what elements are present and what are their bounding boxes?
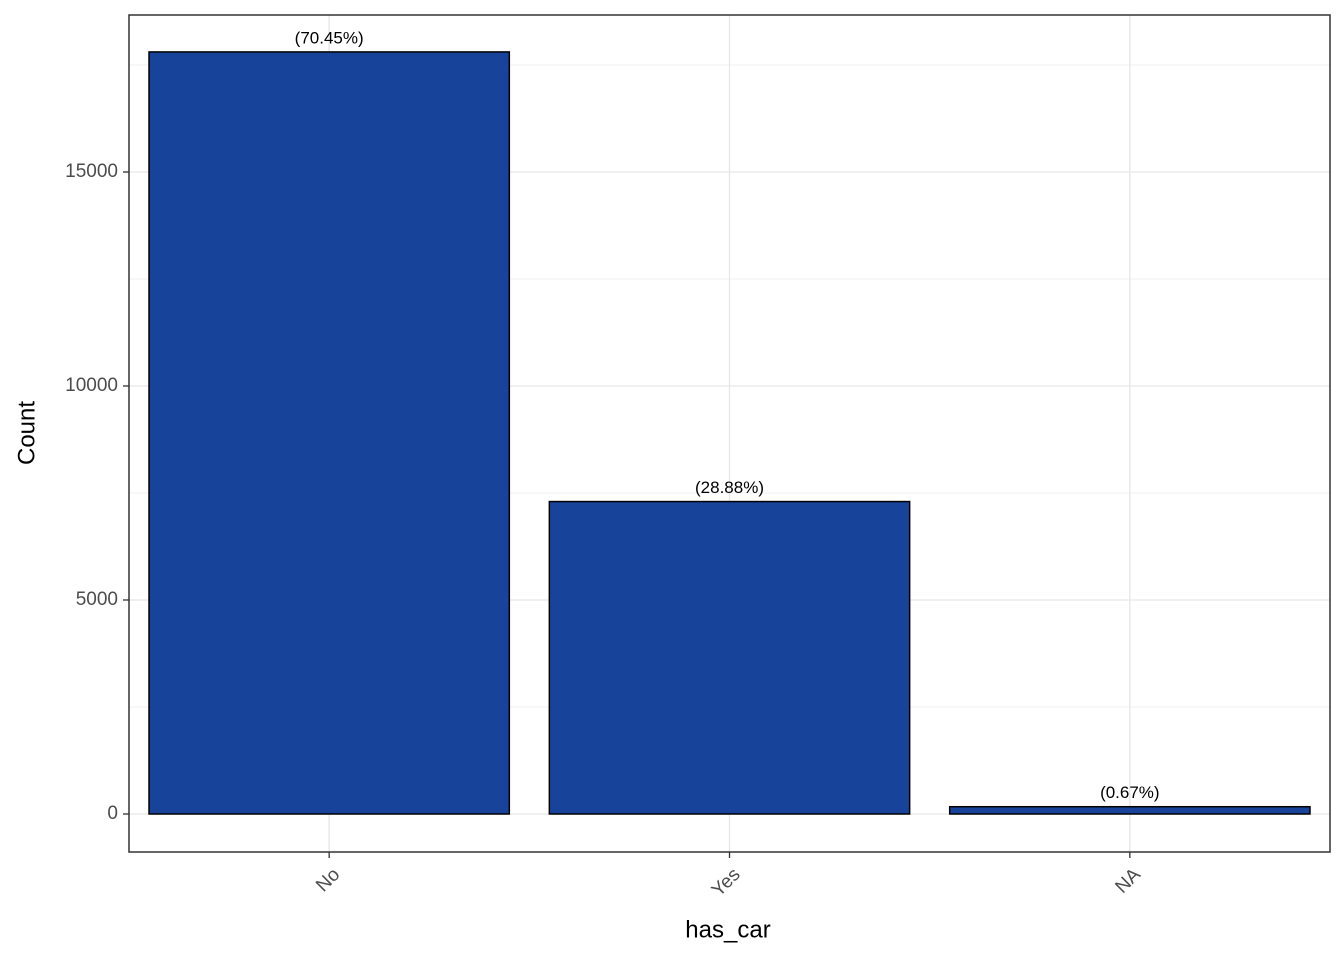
y-tick-label: 10000 (65, 375, 118, 396)
data-label: (70.45%) (295, 28, 364, 47)
bar (548, 500, 911, 815)
x-axis-title: has_car (685, 916, 770, 943)
x-tick-label: No (312, 864, 344, 896)
bar (148, 51, 511, 815)
x-tick-label: Yes (708, 864, 745, 901)
y-tick-label: 15000 (65, 161, 118, 182)
y-tick-label: 5000 (76, 589, 118, 610)
y-tick-label: 0 (107, 803, 118, 824)
x-tick-label: NA (1111, 864, 1145, 898)
panel-border (128, 14, 1331, 853)
data-label: (28.88%) (695, 478, 764, 497)
y-axis-title: Count (13, 401, 40, 465)
bar (948, 805, 1311, 815)
data-label: (0.67%) (1100, 783, 1160, 802)
